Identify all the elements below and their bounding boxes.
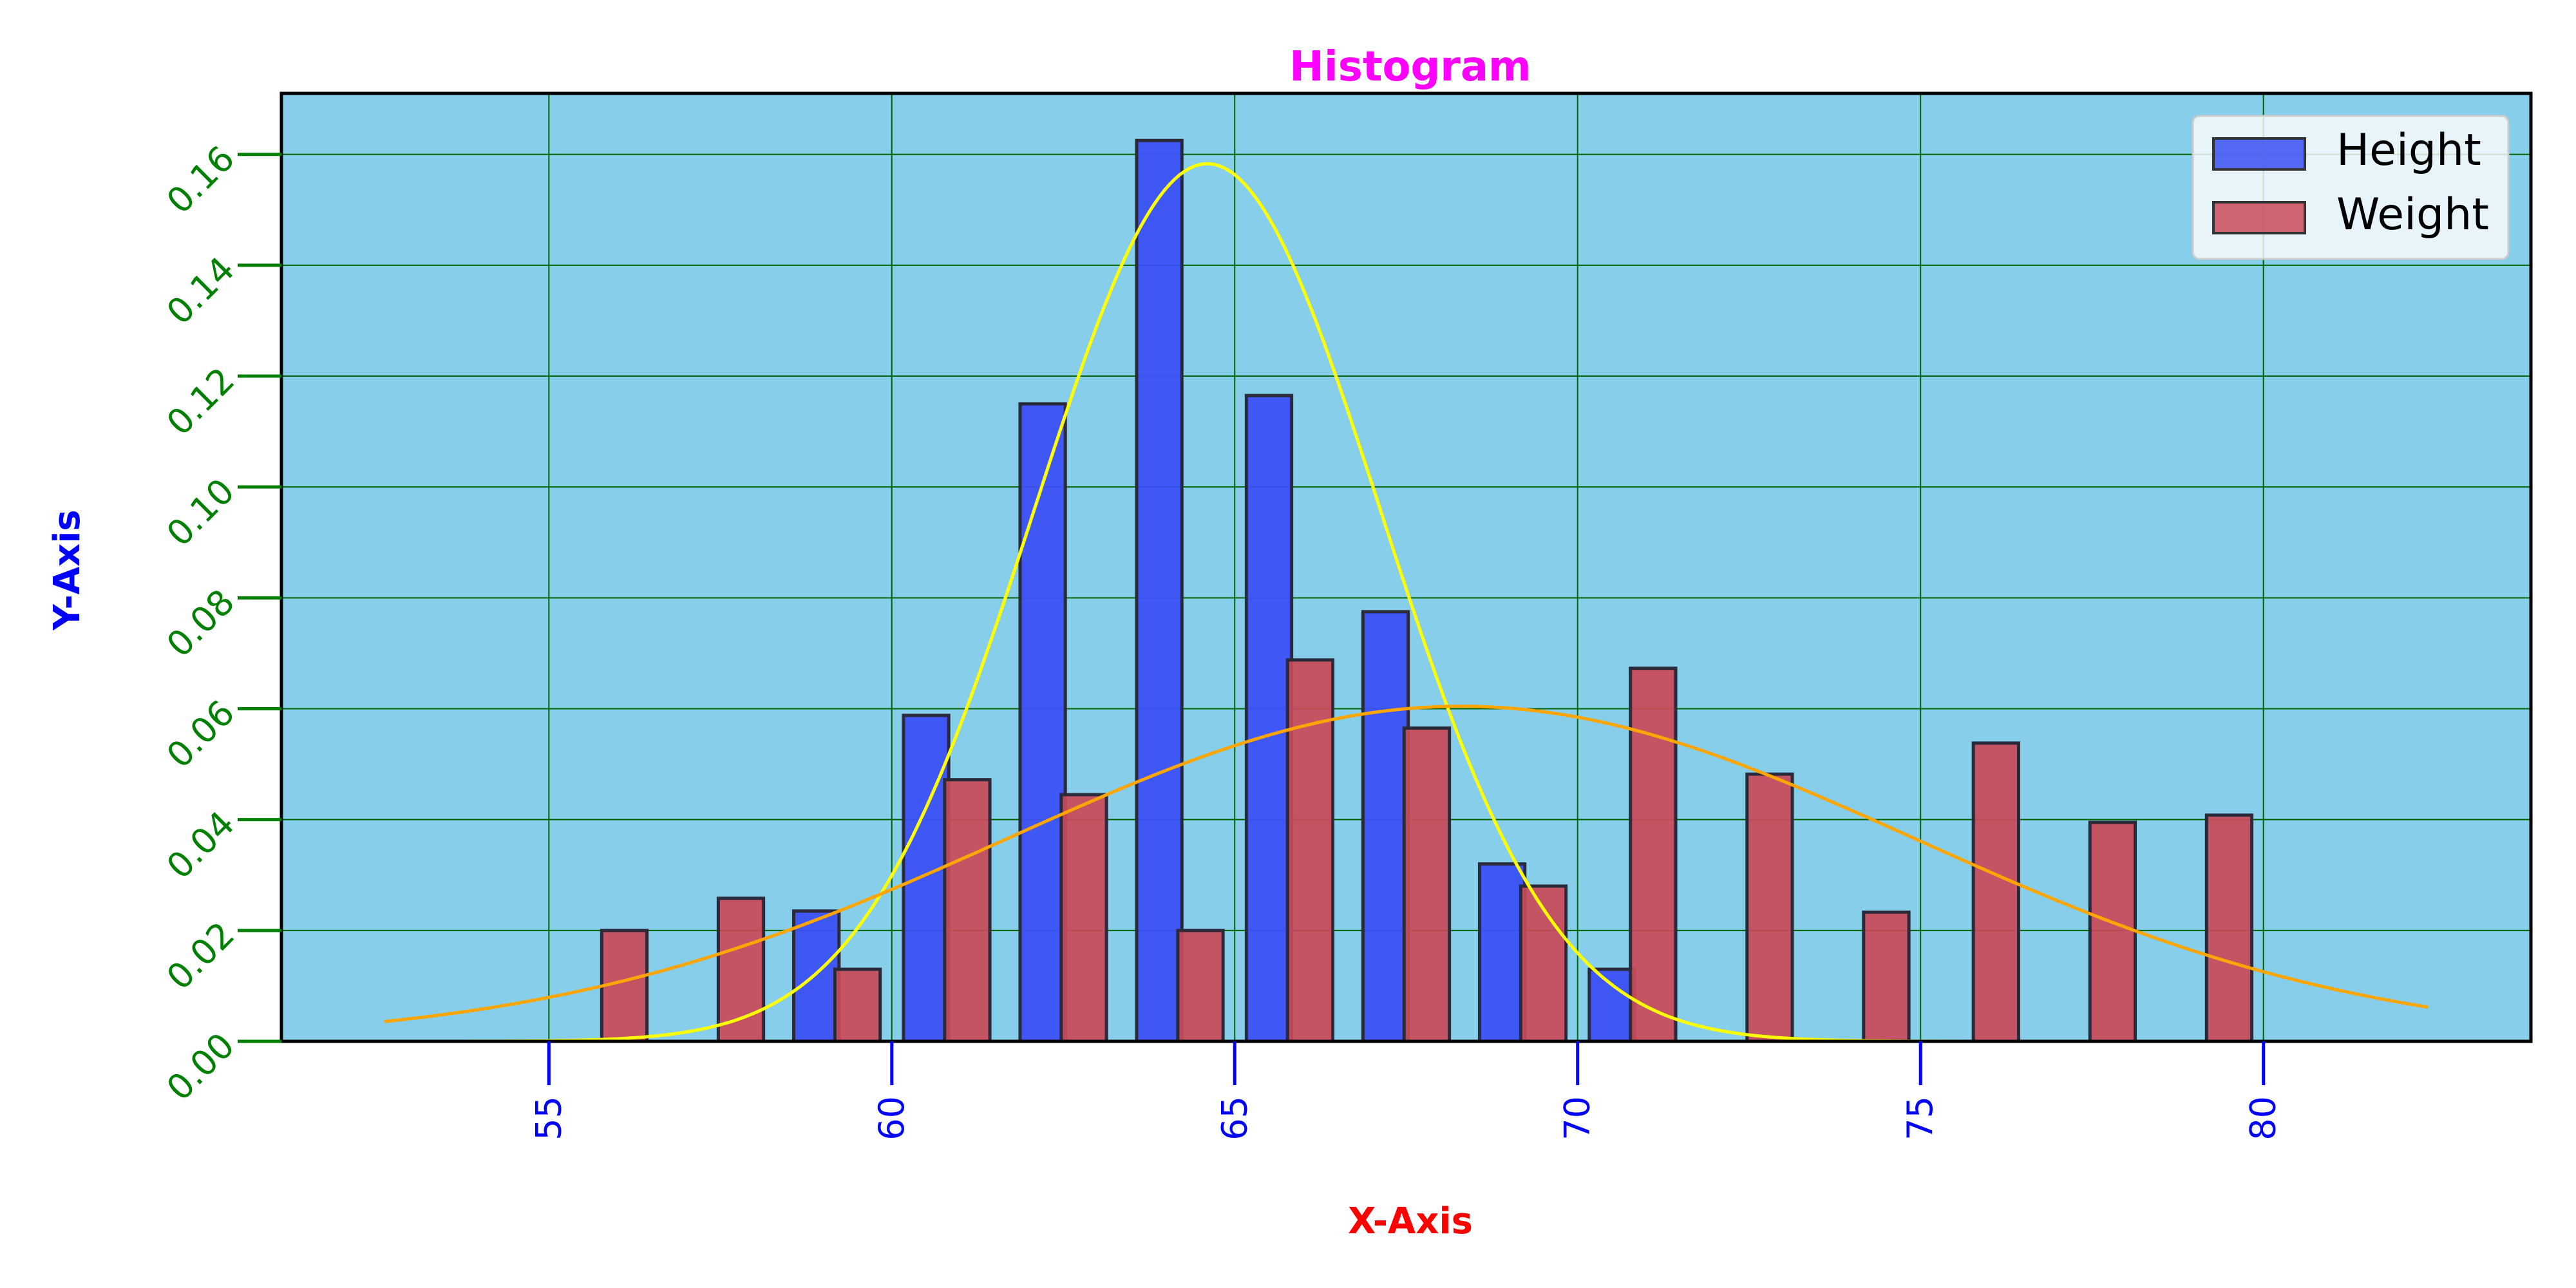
fit-curves xyxy=(384,162,2429,1043)
legend-swatch-height xyxy=(2212,137,2306,171)
bar-weight xyxy=(943,778,992,1043)
legend-swatch-weight xyxy=(2212,201,2306,234)
bar-weight xyxy=(1629,667,1678,1043)
legend: Height Weight xyxy=(2192,115,2510,260)
x-tick-label: 60 xyxy=(871,1096,912,1141)
y-tick-label: 0.08 xyxy=(159,582,243,665)
fit-curve-weight xyxy=(384,705,2429,1023)
y-axis-label: Y-Axis xyxy=(46,509,88,631)
x-tick-label: 65 xyxy=(1214,1096,1255,1141)
bar-weight xyxy=(1862,910,1911,1043)
y-tick-label: 0.02 xyxy=(159,914,243,998)
bar-height xyxy=(1135,138,1184,1043)
plot-frame xyxy=(279,91,2533,1043)
y-tick-label: 0.10 xyxy=(159,471,243,554)
y-tick-label: 0.16 xyxy=(159,138,243,222)
bar-height xyxy=(1244,393,1294,1043)
y-axis-ticks: 0.00 0.02 0.04 0.06 0.08 0.10 0.12 0.14 0.16 xyxy=(159,138,281,1108)
bar-weight xyxy=(1285,658,1335,1043)
y-tick-label: 0.06 xyxy=(159,692,243,776)
legend-label-weight: Weight xyxy=(2336,189,2489,240)
x-tick-label: 75 xyxy=(1900,1096,1940,1141)
y-tick-label: 0.12 xyxy=(159,360,243,444)
bar-weight xyxy=(2088,820,2137,1043)
y-tick-label: 0.04 xyxy=(159,803,243,887)
x-tick-label: 70 xyxy=(1557,1096,1598,1141)
fit-curve-height xyxy=(466,162,1962,1043)
bar-height xyxy=(792,909,841,1043)
bar-weight xyxy=(1745,772,1794,1043)
chart-title: Histogram xyxy=(1289,43,1531,91)
x-tick-label: 55 xyxy=(528,1096,569,1141)
y-tick-label: 0.00 xyxy=(159,1025,243,1109)
bar-weight xyxy=(2204,813,2254,1043)
bar-height xyxy=(1587,967,1636,1043)
bar-height xyxy=(1477,862,1527,1043)
bar-weight xyxy=(600,929,649,1043)
bar-weight xyxy=(833,967,882,1043)
x-axis-ticks: 55 60 65 70 75 80 xyxy=(528,1041,2284,1141)
x-axis-label: X-Axis xyxy=(1348,1200,1473,1242)
bar-height xyxy=(1018,402,1067,1043)
bar-weight xyxy=(1402,726,1452,1043)
bar-weight xyxy=(1971,741,2020,1043)
y-tick-label: 0.14 xyxy=(159,249,243,332)
bar-height xyxy=(902,714,951,1043)
x-tick-label: 80 xyxy=(2243,1096,2284,1141)
legend-label-height: Height xyxy=(2336,125,2481,176)
bar-weight xyxy=(1519,884,1568,1043)
bar-weight xyxy=(1176,929,1225,1043)
bar-height xyxy=(1361,610,1410,1043)
bar-weight xyxy=(1059,793,1108,1043)
